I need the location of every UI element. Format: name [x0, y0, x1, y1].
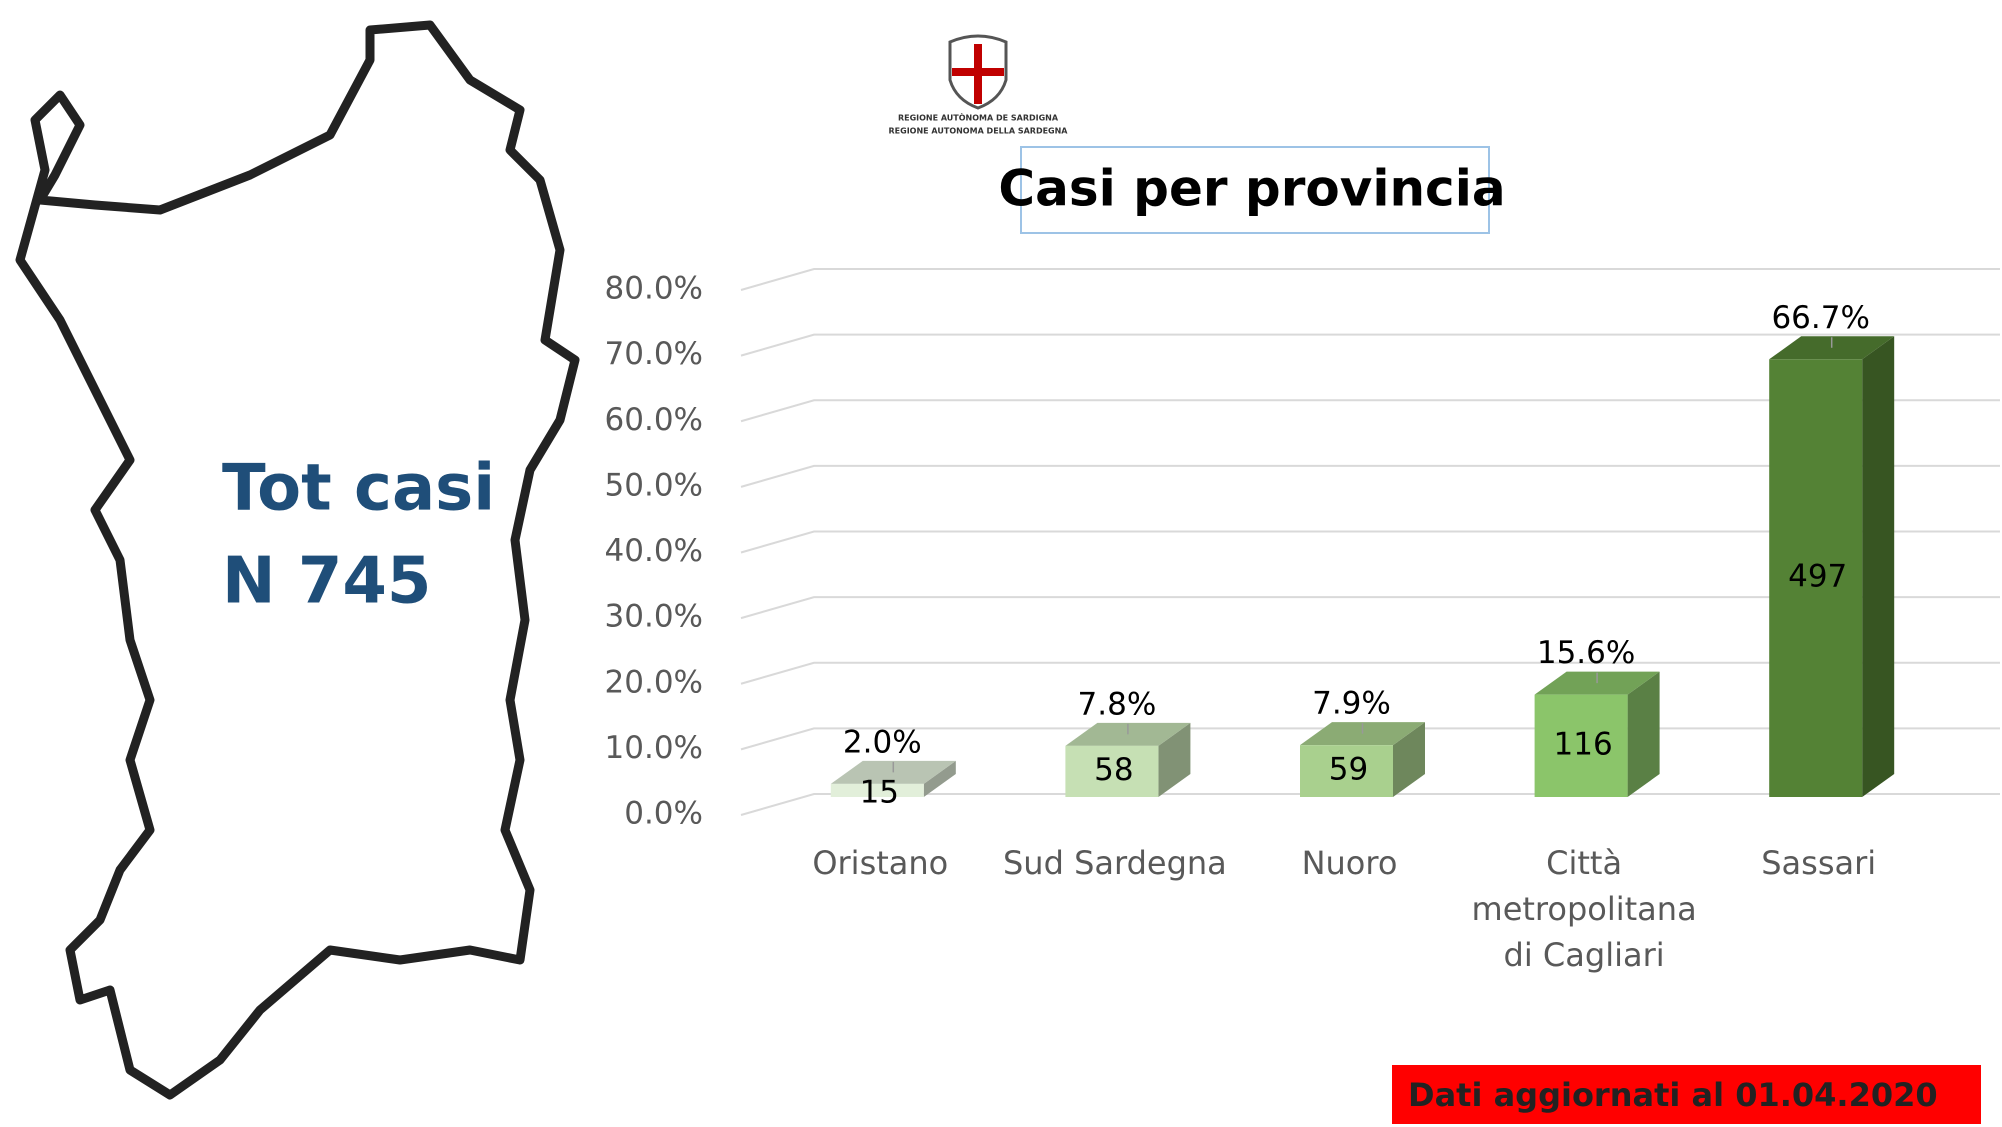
logo-shield — [948, 34, 1008, 110]
y-tick-label: 60.0% — [605, 402, 703, 438]
footer-text: Dati aggiornati al 01.04.2020 — [1408, 1076, 1938, 1114]
value-label: 66.7% — [1771, 300, 1869, 336]
bar-side — [1862, 336, 1895, 797]
grid-line — [740, 333, 2000, 357]
bar-front — [830, 783, 924, 797]
bar — [1534, 671, 1660, 797]
bar-side — [1393, 722, 1425, 797]
bar-side — [1158, 722, 1191, 797]
grid-line — [740, 596, 2000, 620]
x-tick-label: Nuoro — [1301, 844, 1398, 882]
map-outline — [15, 20, 580, 1100]
y-tick-label: 10.0% — [605, 730, 703, 766]
count-label: 497 — [1788, 559, 1847, 595]
y-tick-label: 80.0% — [605, 271, 703, 307]
grid-line — [740, 530, 2000, 554]
y-tick-label: 30.0% — [605, 599, 703, 635]
x-tick-label: Città metropolitana di Cagliari — [1471, 844, 1697, 974]
bar-front — [1065, 745, 1159, 797]
logo-text: REGIONE AUTONOMA DELLA SARDEGNA — [889, 127, 1069, 136]
count-label: 58 — [1094, 752, 1133, 788]
y-tick-label: 70.0% — [605, 336, 703, 372]
y-tick-label: 50.0% — [605, 467, 703, 503]
value-label: 2.0% — [843, 724, 922, 760]
chart-title: Casi per provincia — [998, 160, 1505, 218]
bar-front — [1300, 745, 1393, 797]
y-tick-label: 0.0% — [624, 796, 703, 832]
grid-line — [740, 464, 2000, 488]
grid-line — [740, 399, 2000, 423]
total-value: N 745 — [222, 545, 431, 619]
total-label: Tot casi — [222, 452, 495, 526]
y-tick-label: 20.0% — [605, 664, 703, 700]
title-box — [1020, 146, 1490, 234]
y-tick-label: 40.0% — [605, 533, 703, 569]
bar-front — [1534, 694, 1628, 797]
footer-box — [1392, 1065, 1981, 1124]
grid-line — [740, 268, 2000, 291]
value-label: 7.8% — [1078, 686, 1157, 722]
bar-side — [923, 760, 956, 797]
value-label: 15.6% — [1537, 635, 1635, 671]
x-tick-label: Oristano — [812, 844, 949, 882]
bar-front — [1769, 359, 1863, 797]
count-label: 59 — [1329, 752, 1368, 788]
grid-line — [740, 661, 2000, 685]
x-tick-label: Sassari — [1761, 844, 1877, 882]
x-tick-label: Sud Sardegna — [1002, 844, 1227, 882]
bar-side — [1627, 671, 1660, 797]
count-label: 15 — [860, 774, 899, 810]
logo-text: REGIONE AUTÒNOMA DE SARDIGNA — [898, 112, 1059, 123]
value-label: 7.9% — [1312, 686, 1391, 722]
grid-line — [740, 793, 2000, 816]
count-label: 116 — [1554, 726, 1613, 762]
